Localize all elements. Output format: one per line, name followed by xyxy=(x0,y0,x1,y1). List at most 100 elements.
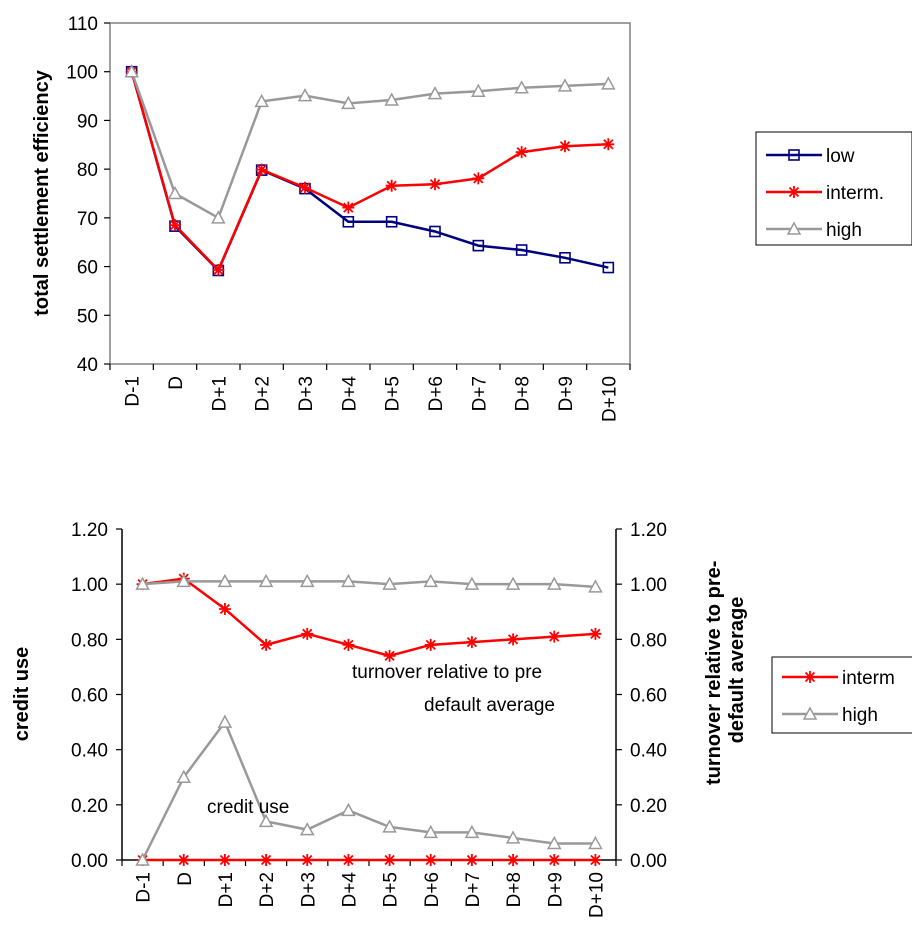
data-point xyxy=(548,854,561,866)
x-tick-label: D+9 xyxy=(545,872,566,907)
data-point xyxy=(217,714,233,728)
series-line xyxy=(142,580,596,589)
data-point xyxy=(424,638,437,651)
y-tick-label: 0.20 xyxy=(71,796,108,817)
legend-box xyxy=(755,131,912,246)
series-turnover-1 xyxy=(135,573,603,593)
y2-tick-label: 0.40 xyxy=(630,741,667,762)
data-point xyxy=(342,854,355,866)
data-point xyxy=(211,210,226,224)
y-tick-label: 80 xyxy=(77,160,98,181)
y-tick-label: 0.60 xyxy=(71,686,108,707)
series-interm xyxy=(125,65,615,276)
data-point xyxy=(507,633,520,646)
y2-axis: 0.00 0.20 0.40 0.60 0.80 1.00 1.20 xyxy=(616,520,667,872)
plot-area xyxy=(109,22,631,365)
legend-entries: interm high xyxy=(782,668,895,726)
settlement-efficiency-chart: total settlement efficiency 40 50 60 70 80 90… xyxy=(31,14,912,422)
data-point xyxy=(472,172,485,185)
x-tick-label: D xyxy=(166,376,187,390)
data-point xyxy=(177,854,190,866)
data-point xyxy=(217,573,233,588)
data-point xyxy=(218,602,231,615)
legend-label: high xyxy=(842,705,878,726)
y-tick-label: 70 xyxy=(77,209,98,230)
legend-marker xyxy=(804,671,816,683)
x-tick-label: D-1 xyxy=(134,872,155,903)
y-axis: 40 50 60 70 80 90 100 110 xyxy=(66,14,110,376)
data-point xyxy=(260,854,273,866)
data-point xyxy=(546,576,562,590)
data-point xyxy=(589,627,602,640)
y2-tick-label: 0.00 xyxy=(630,851,667,872)
data-point xyxy=(602,138,615,151)
data-point xyxy=(464,576,480,590)
x-tick-label: D+2 xyxy=(257,872,278,907)
y-tick-label: 1.00 xyxy=(71,575,108,596)
x-tick-label: D+4 xyxy=(339,376,360,412)
data-point xyxy=(471,83,486,97)
data-point xyxy=(135,576,150,590)
series-line xyxy=(141,719,596,861)
data-point xyxy=(342,215,355,228)
x-tick-label: D xyxy=(175,872,196,886)
data-point xyxy=(169,219,181,232)
data-point xyxy=(515,244,528,256)
annotation-turnover-line2: default average xyxy=(424,695,555,716)
y-tick-label: 0.40 xyxy=(71,741,108,762)
data-point xyxy=(465,636,478,649)
data-point xyxy=(589,854,602,866)
data-point xyxy=(341,573,356,588)
x-tick-label: D+3 xyxy=(296,376,317,411)
data-point xyxy=(464,824,480,839)
x-tick-label: D+1 xyxy=(209,376,230,411)
x-tick-label: D+10 xyxy=(599,376,620,422)
data-point xyxy=(299,181,311,194)
data-point xyxy=(383,649,396,662)
data-point xyxy=(602,261,615,274)
legend-marker xyxy=(788,186,800,198)
y-tick-label: 60 xyxy=(77,258,98,279)
y2-axis-label-line1: turnover relative to pre- xyxy=(703,561,725,786)
y-tick-label: 110 xyxy=(68,14,98,35)
y-tick-label: 1.20 xyxy=(71,520,108,541)
data-point xyxy=(254,93,269,108)
data-point xyxy=(423,573,439,588)
x-axis: D-1 D D+1 D+2 D+3 D+4 D+5 D+6 D+7 D+8 D+9 D+10 xyxy=(121,860,617,918)
data-point xyxy=(301,854,314,866)
data-point xyxy=(385,179,398,192)
data-point xyxy=(301,627,314,640)
y2-tick-label: 0.60 xyxy=(630,686,667,707)
data-point xyxy=(382,576,397,590)
x-tick-label: D+7 xyxy=(469,376,490,411)
data-point xyxy=(546,835,562,850)
data-point xyxy=(472,239,485,252)
x-tick-label: D+5 xyxy=(383,376,404,411)
data-point xyxy=(507,854,520,866)
data-point xyxy=(212,263,225,276)
x-tick-label: D+1 xyxy=(216,872,237,907)
y2-tick-label: 0.20 xyxy=(630,796,667,817)
data-point xyxy=(342,638,355,651)
x-tick-label: D+8 xyxy=(513,376,534,411)
data-point xyxy=(260,638,273,651)
x-tick-label: D+7 xyxy=(463,872,484,907)
x-tick-label: D+2 xyxy=(253,376,274,411)
x-tick-label: D+9 xyxy=(556,376,577,411)
data-point xyxy=(588,835,603,850)
y2-axis-label-line2: default average xyxy=(726,597,748,744)
data-point xyxy=(505,576,521,590)
data-point xyxy=(429,178,441,191)
annotation-credit-use: credit use xyxy=(207,797,289,818)
data-point xyxy=(559,252,571,264)
data-point xyxy=(299,822,315,836)
data-point xyxy=(218,854,231,866)
legend-marker xyxy=(788,149,800,161)
data-point xyxy=(299,573,315,588)
x-tick-label: D+4 xyxy=(339,872,360,908)
x-tick-label: D-1 xyxy=(123,376,144,407)
data-point xyxy=(514,80,529,94)
data-point xyxy=(465,854,478,866)
data-point xyxy=(342,201,355,214)
